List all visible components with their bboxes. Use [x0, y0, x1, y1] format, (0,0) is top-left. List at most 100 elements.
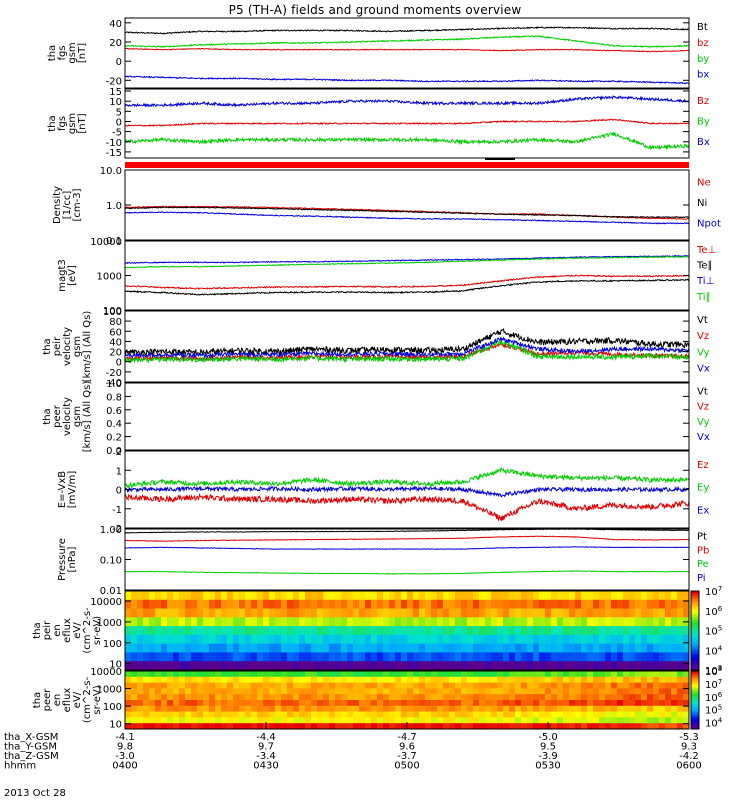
legend-entry: Vx	[697, 364, 710, 375]
heatmap-cell	[539, 599, 546, 609]
heatmap-cell	[629, 643, 636, 653]
heatmap-cell	[209, 717, 216, 724]
heatmap-cell	[395, 661, 402, 671]
y-tick-label: 0.8	[106, 392, 122, 403]
heatmap-cell	[239, 717, 246, 724]
colorbar-segment	[691, 641, 699, 645]
heatmap-cell	[149, 671, 156, 678]
heatmap-cell	[263, 608, 270, 618]
heatmap-cell	[683, 723, 690, 730]
heatmap-cell	[143, 676, 150, 683]
heatmap-cell	[263, 671, 270, 678]
heatmap-cell	[317, 617, 324, 627]
heatmap-cell	[203, 711, 210, 718]
heatmap-cell	[641, 700, 648, 707]
heatmap-cell	[515, 599, 522, 609]
heatmap-cell	[245, 694, 252, 701]
y-axis-label: sr-eV)	[92, 616, 103, 645]
heatmap-cell	[335, 723, 342, 730]
heatmap-cell	[677, 671, 684, 678]
heatmap-cell	[377, 661, 384, 671]
colorbar-segment	[691, 671, 699, 674]
heatmap-cell	[221, 591, 228, 601]
heatmap-cell	[533, 700, 540, 707]
heatmap-cell	[179, 599, 186, 609]
heatmap-cell	[653, 717, 660, 724]
heatmap-cell	[143, 591, 150, 601]
heatmap-cell	[563, 694, 570, 701]
heatmap-cell	[659, 694, 666, 701]
heatmap-cell	[185, 599, 192, 609]
heatmap-cell	[317, 676, 324, 683]
heatmap-cell	[551, 688, 558, 695]
heatmap-cell	[491, 711, 498, 718]
heatmap-cell	[365, 591, 372, 601]
heatmap-cell	[203, 676, 210, 683]
heatmap-cell	[317, 717, 324, 724]
heatmap-cell	[299, 591, 306, 601]
heatmap-cell	[365, 608, 372, 618]
heatmap-cell	[641, 694, 648, 701]
heatmap-cell	[305, 608, 312, 618]
heatmap-cell	[665, 652, 672, 662]
heatmap-cell	[479, 717, 486, 724]
heatmap-cell	[269, 723, 276, 730]
heatmap-cell	[599, 652, 606, 662]
heatmap-cell	[575, 626, 582, 636]
y-tick-label: 10000	[90, 237, 122, 248]
heatmap-cell	[305, 599, 312, 609]
heatmap-cell	[635, 626, 642, 636]
x-tick-label: 9.7	[258, 742, 274, 753]
heatmap-cell	[125, 711, 132, 718]
heatmap-cell	[311, 676, 318, 683]
heatmap-cell	[353, 700, 360, 707]
heatmap-cell	[497, 634, 504, 645]
heatmap-cell	[539, 723, 546, 730]
heatmap-cell	[275, 643, 282, 653]
heatmap-cell	[251, 652, 258, 662]
heatmap-cell	[683, 682, 690, 689]
heatmap-cell	[683, 652, 690, 662]
heatmap-cell	[479, 705, 486, 712]
colorbar-segment	[691, 635, 699, 639]
heatmap-cell	[605, 608, 612, 618]
heatmap-cell	[179, 711, 186, 718]
heatmap-cell	[389, 723, 396, 730]
heatmap-cell	[329, 694, 336, 701]
colorbar-segment	[691, 638, 699, 642]
heatmap-cell	[251, 700, 258, 707]
heatmap-cell	[551, 599, 558, 609]
heatmap-cell	[239, 671, 246, 678]
heatmap-cell	[449, 599, 456, 609]
heatmap-cell	[221, 652, 228, 662]
heatmap-cell	[677, 711, 684, 718]
heatmap-cell	[497, 694, 504, 701]
heatmap-cell	[665, 723, 672, 730]
heatmap-cell	[317, 608, 324, 618]
heatmap-cell	[533, 634, 540, 645]
heatmap-cell	[269, 591, 276, 601]
heatmap-cell	[185, 711, 192, 718]
heatmap-cell	[467, 626, 474, 636]
heatmap-cell	[533, 671, 540, 678]
heatmap-cell	[473, 661, 480, 671]
heatmap-cell	[323, 591, 330, 601]
heatmap-cell	[365, 723, 372, 730]
heatmap-cell	[551, 591, 558, 601]
heatmap-cell	[167, 634, 174, 645]
heatmap-cell	[203, 634, 210, 645]
heatmap-cell	[575, 711, 582, 718]
colorbar-segment	[691, 705, 699, 709]
heatmap-cell	[335, 676, 342, 683]
heatmap-cell	[125, 643, 132, 653]
heatmap-cell	[497, 676, 504, 683]
heatmap-cell	[665, 671, 672, 678]
colorbar-segment	[691, 598, 699, 603]
y-tick-label: -1	[112, 505, 122, 516]
heatmap-cell	[293, 626, 300, 636]
y-tick-label: 20	[109, 38, 122, 49]
heatmap-cell	[647, 717, 654, 724]
colorbar-segment	[691, 721, 699, 724]
heatmap-cell	[431, 705, 438, 712]
